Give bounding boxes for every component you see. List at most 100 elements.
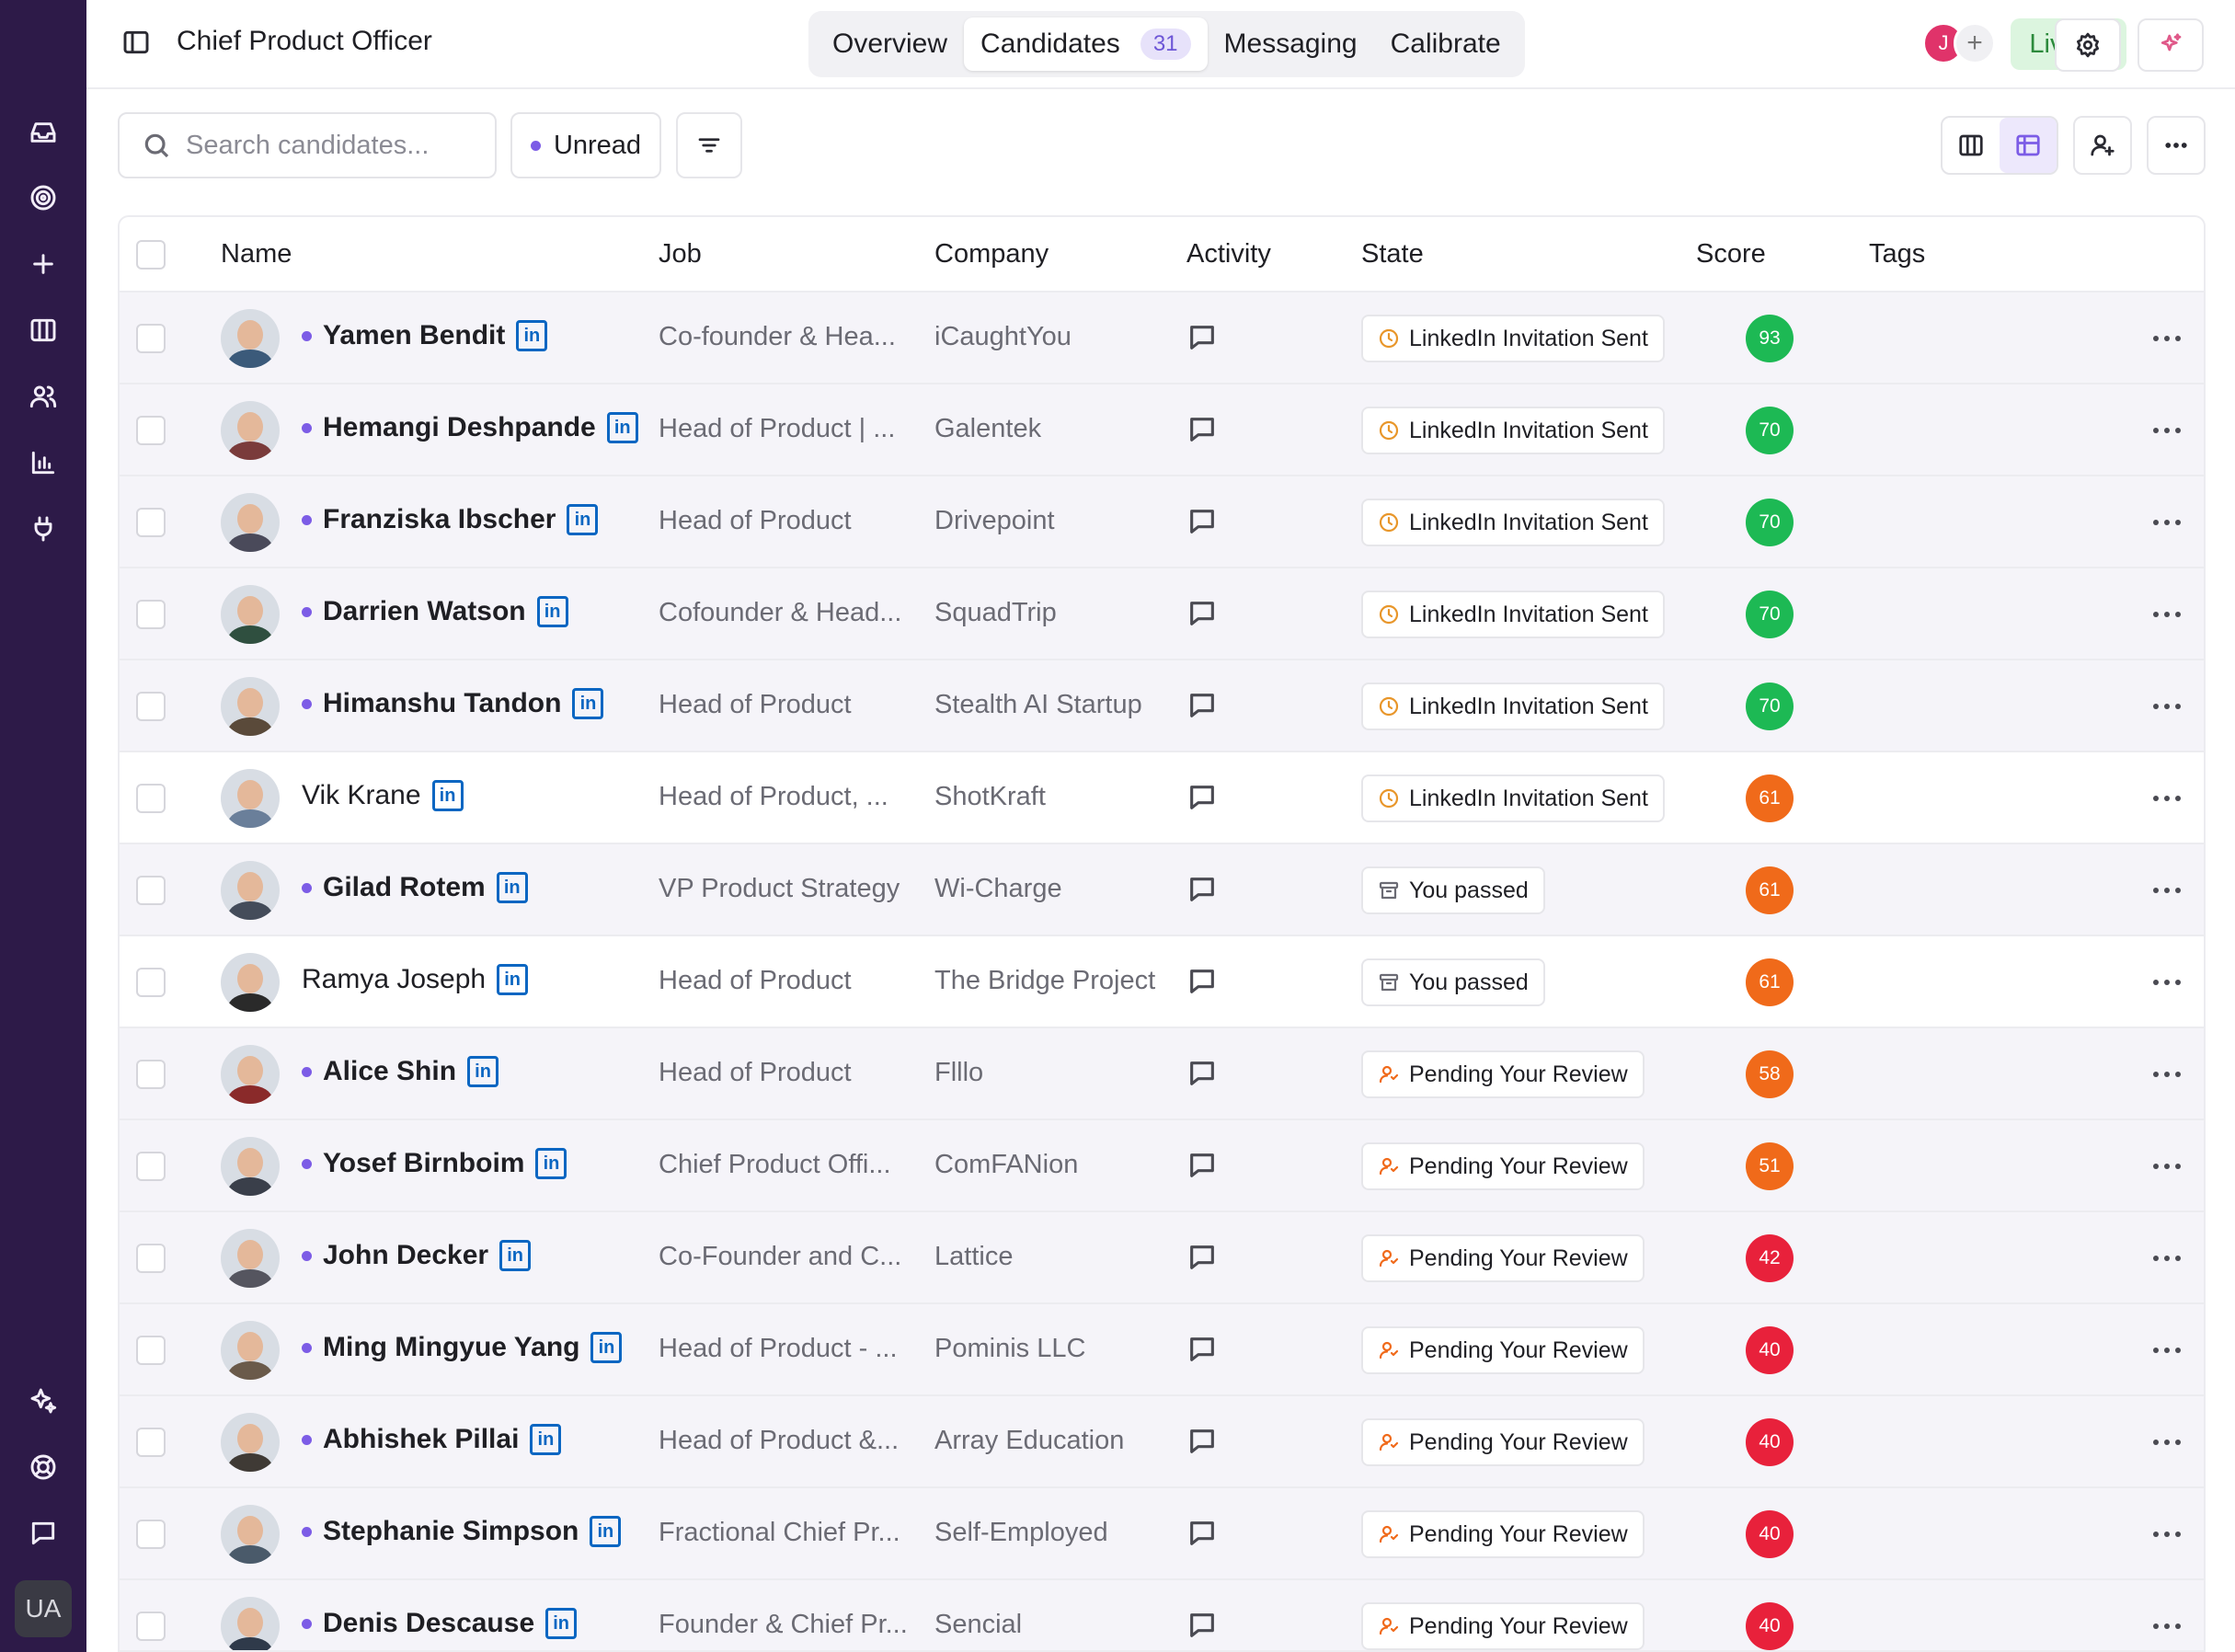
row-more-icon[interactable] (2147, 1245, 2187, 1271)
state-badge[interactable]: LinkedIn Invitation Sent (1361, 591, 1665, 638)
linkedin-icon[interactable]: in (431, 780, 464, 811)
row-more-icon[interactable] (2147, 1521, 2187, 1547)
candidate-name[interactable]: Franziska Ibscher (323, 504, 556, 534)
linkedin-icon[interactable]: in (516, 320, 548, 351)
row-checkbox[interactable] (136, 1428, 166, 1457)
columns-view-button[interactable] (1943, 118, 2000, 173)
message-icon[interactable] (1186, 322, 1218, 358)
row-checkbox[interactable] (136, 1520, 166, 1549)
linkedin-icon[interactable]: in (572, 688, 604, 719)
row-more-icon[interactable] (2147, 602, 2187, 627)
sparkles-icon[interactable] (21, 1379, 65, 1423)
table-row[interactable]: John Decker in Co-Founder and C... Lattice P… (120, 1212, 2204, 1304)
row-more-icon[interactable] (2147, 1429, 2187, 1455)
row-more-icon[interactable] (2147, 969, 2187, 995)
message-icon[interactable] (1186, 874, 1218, 910)
linkedin-icon[interactable]: in (590, 1516, 622, 1547)
row-checkbox[interactable] (136, 876, 166, 905)
row-checkbox[interactable] (136, 324, 166, 353)
candidate-name[interactable]: Alice Shin (323, 1056, 457, 1086)
candidate-name[interactable]: Vik Krane (302, 780, 421, 810)
table-row[interactable]: Darrien Watson in Cofounder & Head... Squad… (120, 568, 2204, 660)
message-icon[interactable] (1186, 1426, 1218, 1462)
row-more-icon[interactable] (2147, 1337, 2187, 1363)
ai-assistant-button[interactable] (2138, 18, 2204, 72)
tab-messaging[interactable]: Messaging (1223, 29, 1358, 59)
state-badge[interactable]: Pending Your Review (1361, 1050, 1645, 1098)
candidate-name-cell[interactable]: Hemangi Deshpande in (302, 412, 638, 443)
candidate-name[interactable]: Ming Mingyue Yang (323, 1332, 580, 1362)
unread-filter-button[interactable]: Unread (510, 112, 661, 178)
linkedin-icon[interactable]: in (590, 1332, 623, 1363)
state-badge[interactable]: LinkedIn Invitation Sent (1361, 315, 1665, 362)
row-more-icon[interactable] (2147, 418, 2187, 443)
table-row[interactable]: Himanshu Tandon in Head of Product Stealth … (120, 660, 2204, 752)
state-badge[interactable]: Pending Your Review (1361, 1418, 1645, 1466)
state-badge[interactable]: Pending Your Review (1361, 1326, 1645, 1374)
users-icon[interactable] (21, 374, 65, 419)
row-more-icon[interactable] (2147, 694, 2187, 719)
table-row[interactable]: Denis Descause in Founder & Chief Pr... Sen… (120, 1580, 2204, 1650)
candidate-name[interactable]: Ramya Joseph (302, 964, 487, 994)
candidate-name-cell[interactable]: Yosef Birnboim in (302, 1148, 567, 1179)
row-checkbox[interactable] (136, 692, 166, 721)
collaborators[interactable]: J + (1922, 22, 1996, 66)
column-header-company[interactable]: Company (934, 239, 1049, 269)
column-header-state[interactable]: State (1361, 239, 1424, 269)
state-badge[interactable]: You passed (1361, 866, 1545, 914)
tab-calibrate[interactable]: Calibrate (1390, 29, 1501, 59)
linkedin-icon[interactable]: in (567, 504, 599, 535)
state-badge[interactable]: Pending Your Review (1361, 1142, 1645, 1190)
row-more-icon[interactable] (2147, 786, 2187, 811)
candidate-name-cell[interactable]: Franziska Ibscher in (302, 504, 599, 535)
select-all-checkbox[interactable] (136, 240, 166, 270)
tab-overview[interactable]: Overview (832, 29, 948, 59)
candidate-name[interactable]: Stephanie Simpson (323, 1516, 579, 1546)
row-checkbox[interactable] (136, 1244, 166, 1273)
chart-icon[interactable] (21, 441, 65, 485)
message-icon[interactable] (1186, 782, 1218, 818)
candidate-name[interactable]: Hemangi Deshpande (323, 412, 596, 442)
settings-button[interactable] (2055, 18, 2121, 72)
state-badge[interactable]: Pending Your Review (1361, 1602, 1645, 1650)
table-view-button[interactable] (2000, 118, 2057, 173)
message-icon[interactable] (1186, 1610, 1218, 1646)
message-icon[interactable] (1186, 1334, 1218, 1370)
row-more-icon[interactable] (2147, 510, 2187, 535)
candidate-name-cell[interactable]: Darrien Watson in (302, 596, 568, 627)
filter-button[interactable] (676, 112, 742, 178)
row-checkbox[interactable] (136, 600, 166, 629)
state-badge[interactable]: LinkedIn Invitation Sent (1361, 683, 1665, 730)
candidate-name[interactable]: Himanshu Tandon (323, 688, 562, 718)
candidate-name[interactable]: Gilad Rotem (323, 872, 486, 902)
message-icon[interactable] (1186, 506, 1218, 542)
column-header-job[interactable]: Job (659, 239, 702, 269)
message-icon[interactable] (1186, 414, 1218, 450)
table-row[interactable]: Franziska Ibscher in Head of Product Drivep… (120, 476, 2204, 568)
candidate-name-cell[interactable]: Gilad Rotem in (302, 872, 528, 903)
row-more-icon[interactable] (2147, 1061, 2187, 1087)
linkedin-icon[interactable]: in (530, 1424, 562, 1455)
candidate-name-cell[interactable]: Alice Shin in (302, 1056, 499, 1087)
message-icon[interactable] (1186, 1150, 1218, 1186)
candidate-name[interactable]: Yosef Birnboim (323, 1148, 525, 1178)
sidebar-toggle-icon[interactable] (121, 28, 158, 64)
help-icon[interactable] (21, 1445, 65, 1489)
candidate-name[interactable]: Denis Descause (323, 1608, 535, 1638)
row-more-icon[interactable] (2147, 878, 2187, 903)
state-badge[interactable]: LinkedIn Invitation Sent (1361, 499, 1665, 546)
search-box[interactable] (118, 112, 497, 178)
target-icon[interactable] (21, 176, 65, 220)
row-more-icon[interactable] (2147, 1153, 2187, 1179)
message-icon[interactable] (1186, 966, 1218, 1002)
column-header-name[interactable]: Name (221, 239, 292, 269)
state-badge[interactable]: LinkedIn Invitation Sent (1361, 407, 1665, 454)
row-checkbox[interactable] (136, 1060, 166, 1089)
add-collaborator-icon[interactable]: + (1954, 22, 1996, 64)
more-options-button[interactable] (2147, 116, 2206, 175)
add-candidate-button[interactable] (2073, 116, 2132, 175)
row-more-icon[interactable] (2147, 1613, 2187, 1639)
column-header-score[interactable]: Score (1696, 239, 1766, 269)
state-badge[interactable]: You passed (1361, 958, 1545, 1006)
candidate-name-cell[interactable]: Himanshu Tandon in (302, 688, 604, 719)
